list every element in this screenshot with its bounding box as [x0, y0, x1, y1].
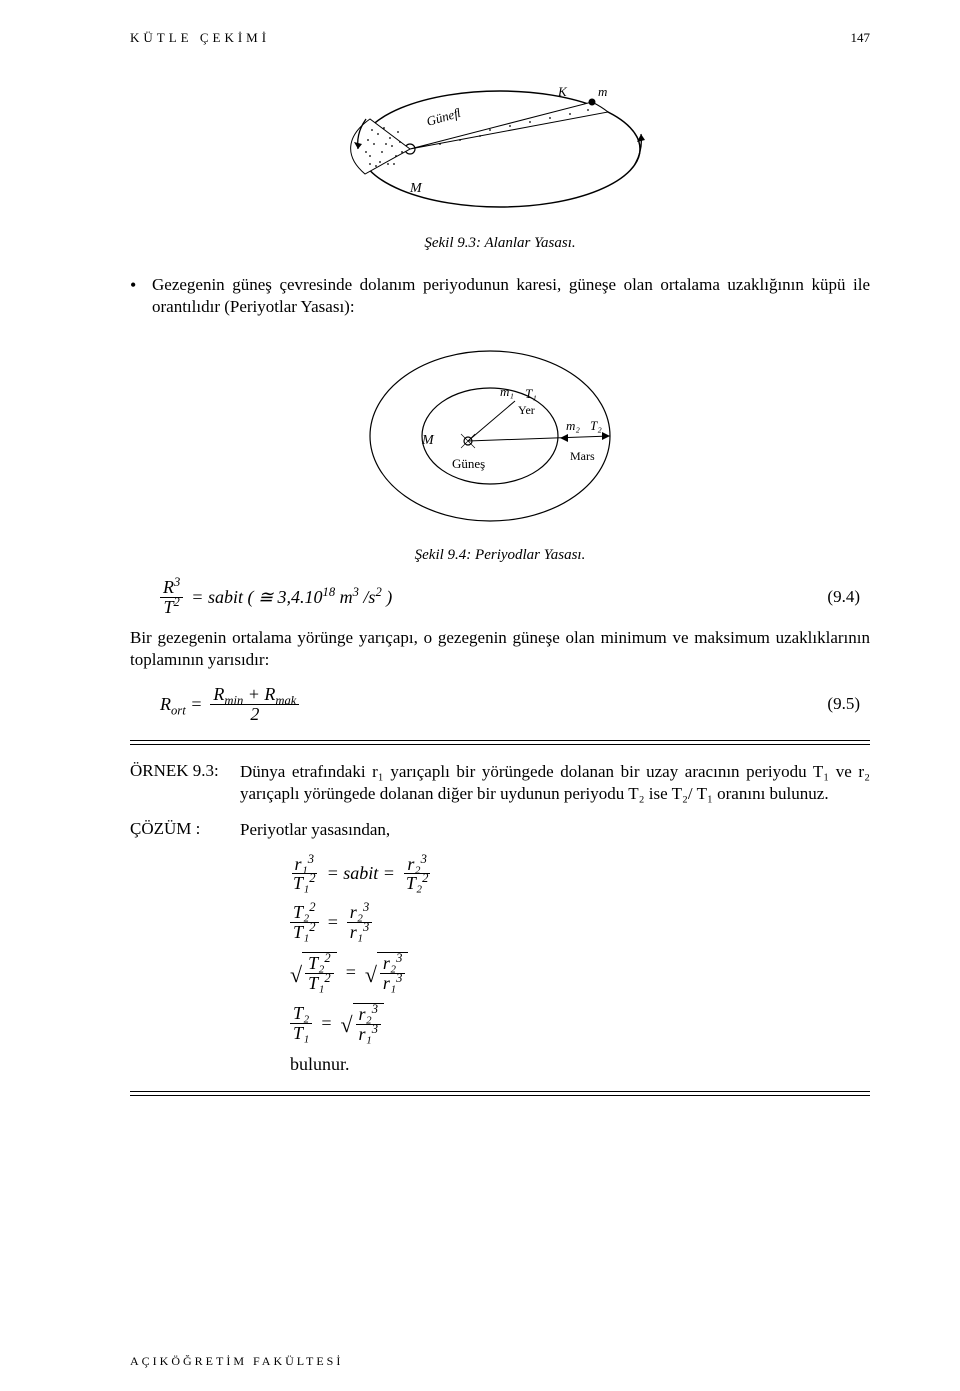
eq94-m: m — [335, 587, 353, 607]
l1-r2: r₂ — [407, 854, 420, 874]
label-T2: T₂ — [590, 418, 602, 433]
l3-T2: T₂ — [308, 953, 324, 973]
label-yer: Yer — [518, 403, 535, 417]
solution-equations: r₁3 T₁2 = sabit = r₂3 T₂2 T₂2 T₁2 = r₂3 … — [290, 855, 870, 1075]
eq95-mak: mak — [275, 693, 296, 707]
l1-T1s: 2 — [309, 871, 315, 885]
l4-r1: r₁ — [359, 1024, 372, 1044]
eq95-min: min — [224, 693, 243, 707]
label-m1: m₁ — [500, 384, 514, 399]
label-M: M — [409, 181, 423, 196]
l2-r2: r₂ — [350, 902, 363, 922]
sol-line2: T₂2 T₁2 = r₂3 r₁3 — [290, 903, 870, 942]
solution-label: ÇÖZÜM : — [130, 819, 240, 841]
label-T1: T₁ — [525, 386, 537, 401]
l3-T1s: 2 — [324, 971, 330, 985]
l4-r2: r₂ — [359, 1004, 372, 1024]
bullet-dot: • — [130, 274, 152, 318]
solution-intro: Periyotlar yasasından, — [240, 819, 870, 841]
l2-T2s: 2 — [309, 900, 315, 914]
eq95-ort: ort — [171, 703, 186, 717]
l3-T2s: 2 — [324, 951, 330, 965]
bullet-text: Gezegenin güneş çevresinde dolanım periy… — [152, 274, 870, 318]
eq94-close: ) — [382, 587, 393, 607]
page-number: 147 — [851, 30, 871, 46]
figure-areas: K m Güneﬂ M Şekil 9.3: Alanlar Yasası. — [130, 64, 870, 252]
figure-periods: M Güneş m₁ T₁ Yer m₂ T₂ Mars Şekil 9.4: … — [130, 336, 870, 564]
sol-line1: r₁3 T₁2 = sabit = r₂3 T₂2 — [290, 855, 870, 894]
sol-result: bulunur. — [290, 1054, 870, 1075]
example-9-3: ÖRNEK 9.3: Dünya etrafındaki r₁ yarıçapl… — [130, 761, 870, 1075]
eq-num-95: (9.5) — [827, 694, 860, 714]
para-rort: Bir gezegenin ortalama yörünge yarıçapı,… — [130, 627, 870, 671]
l4-T2: T₂ — [290, 1004, 312, 1024]
eq94-T: T — [163, 597, 173, 617]
footer: AÇIKÖĞRETİM FAKÜLTESİ — [130, 1354, 343, 1369]
figure-periods-caption: Şekil 9.4: Periyodlar Yasası. — [130, 547, 870, 564]
running-header: KÜTLE ÇEKİMİ 147 — [130, 30, 870, 46]
eq95-R: R — [160, 694, 171, 714]
l2-r1s: 3 — [363, 920, 369, 934]
periods-diagram-svg: M Güneş m₁ T₁ Yer m₂ T₂ Mars — [360, 336, 640, 536]
l1-r2s: 3 — [421, 852, 427, 866]
eq95-den: 2 — [247, 705, 262, 724]
l4-eq: = — [320, 1013, 332, 1034]
l1-r1: r₁ — [295, 854, 308, 874]
rule-bottom — [130, 1091, 870, 1096]
example-label: ÖRNEK 9.3: — [130, 761, 240, 805]
l1-T1: T₁ — [293, 873, 309, 893]
eq94-2: 2 — [174, 595, 180, 609]
l2-T2: T₂ — [293, 902, 309, 922]
l1-mid: = sabit = — [327, 863, 395, 884]
para-keplers-third: • Gezegenin güneş çevresinde dolanım per… — [130, 274, 870, 318]
eq-num-94: (9.4) — [827, 587, 860, 607]
l1-r1s: 3 — [308, 852, 314, 866]
l3-eq: = — [345, 962, 357, 983]
l2-r1: r₁ — [350, 922, 363, 942]
l3-r1: r₁ — [383, 973, 396, 993]
l4-T1: T₁ — [290, 1024, 312, 1043]
label-mars: Mars — [570, 449, 595, 463]
l3-T1: T₁ — [308, 973, 324, 993]
l4-r2s: 3 — [372, 1002, 378, 1016]
eq95-Rmak: R — [264, 684, 275, 704]
l2-r2s: 3 — [363, 900, 369, 914]
figure-areas-caption: Şekil 9.3: Alanlar Yasası. — [130, 235, 870, 252]
label-M2: M — [421, 433, 435, 448]
label-K: K — [557, 84, 568, 99]
label-sun2: Güneş — [452, 456, 485, 471]
eq95-plus: + — [243, 684, 264, 704]
eq94-rhs1: = sabit ( ≅ 3,4.10 — [191, 587, 322, 607]
rule-top — [130, 740, 870, 745]
example-text: Dünya etrafındaki r₁ yarıçaplı bir yörün… — [240, 761, 870, 805]
l3-r1s: 3 — [396, 971, 402, 985]
label-m2: m₂ — [566, 418, 580, 433]
eq94-R: R — [163, 577, 174, 597]
sol-line4: T₂ T₁ = √ r₂3 r₁3 — [290, 1003, 870, 1044]
header-title: KÜTLE ÇEKİMİ — [130, 30, 270, 46]
label-sun: Güneﬂ — [425, 105, 463, 129]
l1-T2: T₂ — [406, 873, 422, 893]
eq94-3: 3 — [174, 575, 180, 589]
l4-r1s: 3 — [372, 1022, 378, 1036]
l2-eq: = — [327, 912, 339, 933]
equation-9-5: Rort = Rmin + Rmak 2 (9.5) — [160, 685, 870, 724]
l3-r2: r₂ — [383, 953, 396, 973]
eq94-exp18: 18 — [323, 585, 336, 599]
eq94-s: /s — [359, 587, 376, 607]
sol-line3: √ T₂2 T₁2 = √ r₂3 r₁3 — [290, 952, 870, 993]
l1-T2s: 2 — [422, 871, 428, 885]
l3-r2s: 3 — [396, 951, 402, 965]
l2-T1: T₁ — [293, 922, 309, 942]
equation-9-4: R3 T2 = sabit ( ≅ 3,4.1018 m3 /s2 ) (9.4… — [160, 578, 870, 617]
l2-T1s: 2 — [309, 920, 315, 934]
eq95-Rmin: R — [213, 684, 224, 704]
label-m: m — [598, 84, 607, 99]
areas-diagram-svg: K m Güneﬂ M — [340, 64, 660, 224]
